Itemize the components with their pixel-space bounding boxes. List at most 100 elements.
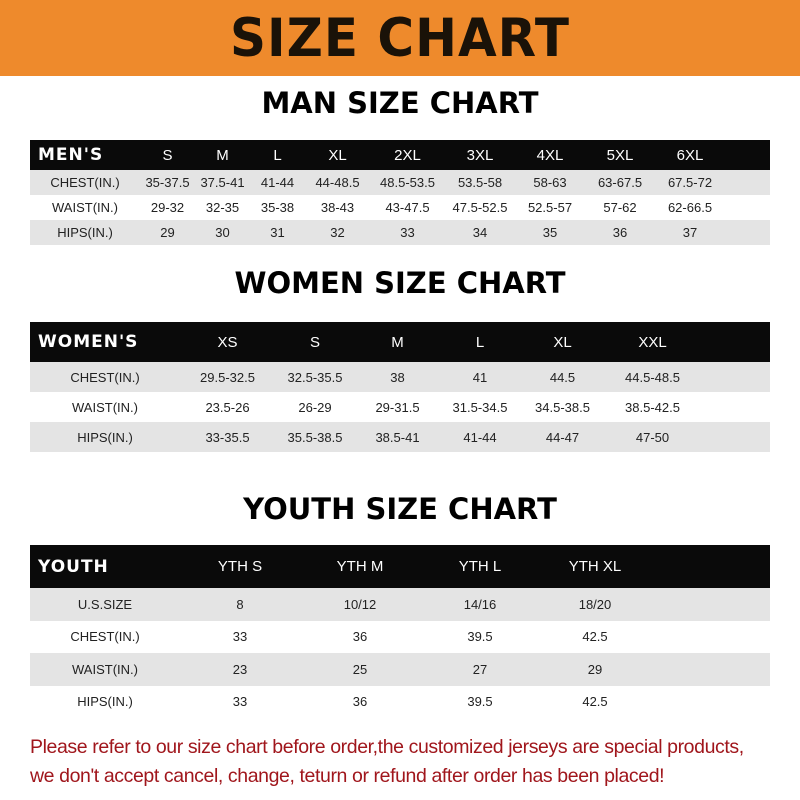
table-label: MEN'S <box>30 140 140 170</box>
men-title: MAN SIZE CHART <box>261 86 539 120</box>
size-header: YTH XL <box>540 545 650 588</box>
filler-cell <box>700 422 770 452</box>
table-cell: 58-63 <box>515 170 585 195</box>
youth-title: YOUTH SIZE CHART <box>243 492 557 526</box>
table-cell: 34 <box>445 220 515 245</box>
table-row: CHEST(IN.) 29.5-32.5 32.5-35.5 38 41 44.5 44.5… <box>30 362 770 392</box>
table-cell: 38-43 <box>305 195 370 220</box>
table-cell: 44.5-48.5 <box>605 362 700 392</box>
size-header: XL <box>305 140 370 170</box>
table-cell: 36 <box>585 220 655 245</box>
table-cell: 35 <box>515 220 585 245</box>
size-header: YTH L <box>420 545 540 588</box>
table-cell: 42.5 <box>540 620 650 653</box>
table-cell: 33-35.5 <box>180 422 275 452</box>
table-cell: 8 <box>180 588 300 621</box>
table-cell: 35.5-38.5 <box>275 422 355 452</box>
table-cell: 42.5 <box>540 685 650 718</box>
size-header: YTH M <box>300 545 420 588</box>
size-header: 5XL <box>585 140 655 170</box>
table-cell: 35-37.5 <box>140 170 195 195</box>
table-cell: 33 <box>370 220 445 245</box>
row-label: WAIST(IN.) <box>30 195 140 220</box>
order-notice: Please refer to our size chart before or… <box>30 733 790 791</box>
filler-cell <box>725 170 770 195</box>
women-size-table: WOMEN'S XS S M L XL XXL CHEST(IN.) 29.5-32.5 32.5… <box>30 322 770 452</box>
size-header: S <box>140 140 195 170</box>
banner-title: SIZE CHART <box>229 7 571 69</box>
youth-size-table: YOUTH YTH S YTH M YTH L YTH XL U.S.SIZE 8 10/12… <box>30 545 770 718</box>
table-cell: 44.5 <box>520 362 605 392</box>
table-row: CHEST(IN.) 35-37.5 37.5-41 41-44 44-48.5 48.5… <box>30 170 770 195</box>
row-label: CHEST(IN.) <box>30 170 140 195</box>
header-row: MEN'S S M L XL 2XL 3XL 4XL 5XL 6XL <box>30 140 770 170</box>
table-cell: 37 <box>655 220 725 245</box>
filler-cell <box>650 545 770 588</box>
header-row: WOMEN'S XS S M L XL XXL <box>30 322 770 362</box>
table-row: WAIST(IN.) 23.5-26 26-29 29-31.5 31.5-34.5 34… <box>30 392 770 422</box>
table-cell: 32.5-35.5 <box>275 362 355 392</box>
women-title: WOMEN SIZE CHART <box>234 266 566 300</box>
table-cell: 44-47 <box>520 422 605 452</box>
table-cell: 36 <box>300 620 420 653</box>
filler-cell <box>700 392 770 422</box>
table-row: HIPS(IN.) 33 36 39.5 42.5 <box>30 685 770 718</box>
table-cell: 48.5-53.5 <box>370 170 445 195</box>
table-cell: 39.5 <box>420 620 540 653</box>
row-label: WAIST(IN.) <box>30 653 180 686</box>
table-cell: 27 <box>420 653 540 686</box>
table-label: WOMEN'S <box>30 322 180 362</box>
table-cell: 35-38 <box>250 195 305 220</box>
row-label: CHEST(IN.) <box>30 620 180 653</box>
table-cell: 23 <box>180 653 300 686</box>
row-label: WAIST(IN.) <box>30 392 180 422</box>
size-header: S <box>275 322 355 362</box>
row-label: HIPS(IN.) <box>30 685 180 718</box>
size-header: M <box>355 322 440 362</box>
table-cell: 67.5-72 <box>655 170 725 195</box>
table-cell: 18/20 <box>540 588 650 621</box>
table-cell: 33 <box>180 620 300 653</box>
table-cell: 38.5-42.5 <box>605 392 700 422</box>
table-cell: 47-50 <box>605 422 700 452</box>
table-cell: 31 <box>250 220 305 245</box>
filler-cell <box>650 653 770 686</box>
table-cell: 43-47.5 <box>370 195 445 220</box>
filler-cell <box>650 685 770 718</box>
table-cell: 29-31.5 <box>355 392 440 422</box>
size-header: XS <box>180 322 275 362</box>
table-cell: 41-44 <box>250 170 305 195</box>
table-cell: 14/16 <box>420 588 540 621</box>
size-header: XXL <box>605 322 700 362</box>
table-cell: 37.5-41 <box>195 170 250 195</box>
table-cell: 29.5-32.5 <box>180 362 275 392</box>
table-cell: 53.5-58 <box>445 170 515 195</box>
size-header: L <box>250 140 305 170</box>
size-header: M <box>195 140 250 170</box>
table-cell: 57-62 <box>585 195 655 220</box>
filler-cell <box>725 140 770 170</box>
row-label: HIPS(IN.) <box>30 422 180 452</box>
size-header: 6XL <box>655 140 725 170</box>
table-row: CHEST(IN.) 33 36 39.5 42.5 <box>30 620 770 653</box>
table-cell: 31.5-34.5 <box>440 392 520 422</box>
table-cell: 38.5-41 <box>355 422 440 452</box>
header-row: YOUTH YTH S YTH M YTH L YTH XL <box>30 545 770 588</box>
size-header: YTH S <box>180 545 300 588</box>
filler-cell <box>725 220 770 245</box>
filler-cell <box>700 362 770 392</box>
table-cell: 63-67.5 <box>585 170 655 195</box>
filler-cell <box>725 195 770 220</box>
size-header: 2XL <box>370 140 445 170</box>
table-row: HIPS(IN.) 29 30 31 32 33 34 35 36 37 <box>30 220 770 245</box>
table-cell: 44-48.5 <box>305 170 370 195</box>
filler-cell <box>650 588 770 621</box>
table-cell: 47.5-52.5 <box>445 195 515 220</box>
row-label: CHEST(IN.) <box>30 362 180 392</box>
table-cell: 26-29 <box>275 392 355 422</box>
table-cell: 29-32 <box>140 195 195 220</box>
table-row: WAIST(IN.) 23 25 27 29 <box>30 653 770 686</box>
notice-line-2: we don't accept cancel, change, teturn o… <box>30 765 665 787</box>
table-cell: 29 <box>140 220 195 245</box>
size-chart-banner: SIZE CHART <box>0 0 800 76</box>
